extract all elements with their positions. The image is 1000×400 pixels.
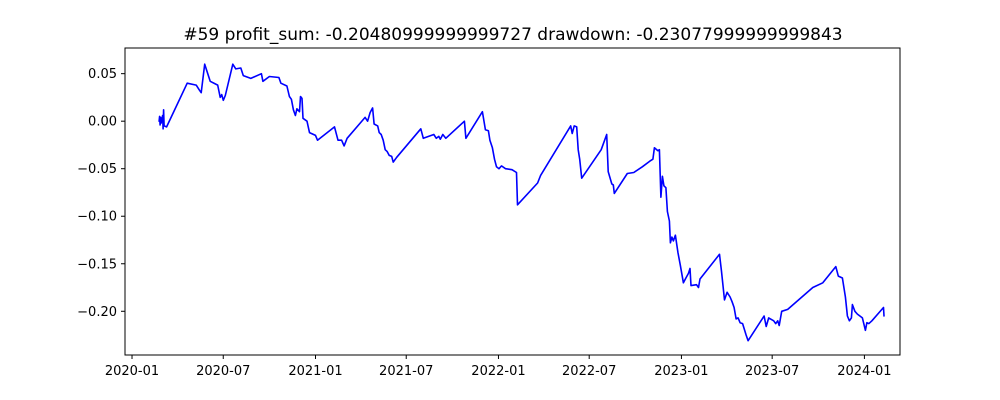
axes-frame xyxy=(124,47,901,356)
y-tick-label: −0.20 xyxy=(77,305,117,320)
x-tick-label: 2020-07 xyxy=(196,364,250,379)
x-tick-label: 2021-07 xyxy=(379,364,433,379)
y-tick-label: 0.05 xyxy=(88,67,117,82)
chart-title: #59 profit_sum: -0.20480999999999727 dra… xyxy=(183,25,842,45)
x-tick-label: 2024-01 xyxy=(837,364,891,379)
x-tick-label: 2022-07 xyxy=(562,364,616,379)
x-tick-label: 2022-01 xyxy=(471,364,525,379)
plot-area xyxy=(124,47,901,356)
plot-background xyxy=(125,48,900,355)
y-tick-label: −0.05 xyxy=(77,162,117,177)
x-axis: 2020-01 2020-07 2021-01 2021-07 2022-01 2022-… xyxy=(105,355,892,379)
y-tick-label: −0.10 xyxy=(77,210,117,225)
y-axis: 0.05 0.00 −0.05 −0.10 −0.15 −0.20 xyxy=(77,67,125,320)
y-tick-label: −0.15 xyxy=(77,257,117,272)
series-line xyxy=(158,63,885,342)
x-tick-label: 2021-01 xyxy=(288,364,342,379)
x-tick-label: 2023-07 xyxy=(745,364,799,379)
y-tick-label: 0.00 xyxy=(88,115,117,130)
x-tick-label: 2023-01 xyxy=(654,364,708,379)
x-tick-label: 2020-01 xyxy=(105,364,159,379)
